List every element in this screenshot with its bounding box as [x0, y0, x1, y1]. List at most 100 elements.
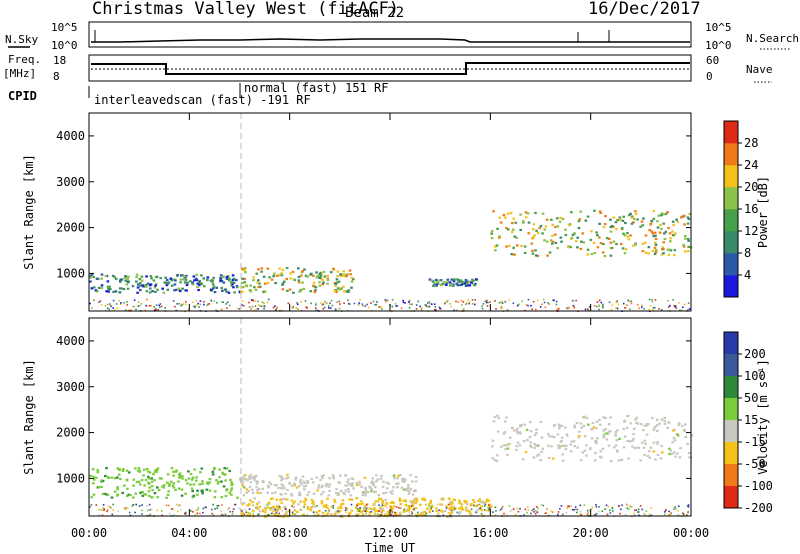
near-range-cell	[669, 304, 671, 307]
echo-cell	[288, 482, 292, 485]
near-range-cell	[390, 513, 393, 516]
near-range-cell	[380, 511, 383, 514]
echo-cell	[441, 282, 444, 286]
near-range-cell	[553, 299, 555, 302]
near-range-cell	[227, 508, 229, 511]
echo-cell	[421, 511, 425, 514]
echo-cell	[326, 506, 329, 509]
echo-cell	[530, 242, 534, 245]
near-range-cell	[683, 303, 686, 306]
echo-cell	[136, 283, 140, 286]
echo-cell	[465, 500, 468, 503]
near-range-cell	[101, 514, 104, 516]
echo-cell	[377, 513, 381, 517]
echo-cell	[212, 285, 216, 288]
echo-cell	[89, 280, 92, 283]
echo-cell	[690, 434, 694, 437]
echo-cell	[687, 239, 690, 242]
echo-cell	[419, 503, 422, 506]
echo-cell	[127, 280, 130, 283]
echo-cell	[257, 487, 261, 491]
near-range-cell	[292, 306, 295, 308]
near-range-cell	[566, 506, 569, 508]
echo-cell	[115, 494, 119, 497]
near-range-cell	[381, 504, 384, 507]
echo-cell	[455, 282, 458, 285]
near-range-cell	[89, 506, 91, 508]
near-range-cell	[677, 514, 680, 516]
echo-cell	[113, 276, 117, 279]
echo-cell	[345, 275, 348, 278]
echo-cell	[401, 478, 404, 481]
echo-cell	[163, 281, 167, 284]
echo-cell	[112, 290, 115, 293]
echo-cell	[532, 236, 535, 239]
echo-cell	[660, 418, 664, 421]
echo-cell	[125, 479, 129, 482]
near-range-cell	[133, 305, 136, 308]
echo-cell	[299, 478, 303, 482]
near-range-cell	[527, 298, 530, 301]
echo-cell	[404, 503, 408, 507]
near-range-cell	[688, 308, 691, 310]
echo-cell	[340, 515, 344, 518]
near-range-cell	[586, 513, 589, 516]
echo-cell	[570, 440, 573, 443]
near-range-cell	[266, 504, 269, 506]
echo-cell	[374, 500, 378, 503]
echo-cell	[671, 233, 675, 237]
near-range-cell	[348, 514, 350, 516]
near-range-cell	[559, 508, 561, 510]
echo-cell	[633, 447, 637, 450]
echo-cell	[674, 232, 677, 235]
echo-cell	[148, 287, 152, 290]
echo-cell	[448, 281, 452, 284]
echo-cell	[144, 478, 148, 482]
echo-cell	[174, 288, 178, 291]
near-range-cell	[495, 308, 497, 310]
echo-cell	[92, 275, 96, 279]
echo-cell	[365, 491, 368, 494]
echo-cell	[196, 493, 199, 496]
echo-cell	[320, 500, 324, 503]
echo-cell	[326, 497, 329, 500]
echo-cell	[322, 505, 326, 508]
echo-cell	[615, 438, 619, 442]
echo-cell	[143, 484, 146, 487]
echo-cell	[100, 479, 103, 482]
echo-cell	[370, 490, 373, 493]
echo-cell	[551, 457, 555, 460]
echo-cell	[300, 483, 303, 486]
near-range-cell	[132, 305, 135, 308]
echo-cell	[584, 219, 588, 222]
y-tick-label: 3000	[56, 175, 85, 189]
freq-strip: Freq. [MHz] 18 8 60 0 Nave	[3, 53, 773, 83]
echo-cell	[602, 433, 606, 436]
echo-cell	[404, 487, 408, 491]
near-range-cell	[130, 309, 132, 311]
echo-cell	[449, 284, 452, 287]
near-range-cell	[611, 507, 614, 509]
colorbar-segment	[724, 143, 738, 166]
echo-cell	[231, 278, 235, 282]
near-range-cell	[321, 304, 324, 306]
echo-cell	[165, 496, 168, 499]
echo-cell	[460, 283, 464, 286]
near-range-cell	[608, 301, 611, 304]
near-range-cell	[431, 303, 433, 305]
echo-cell	[225, 489, 228, 492]
echo-cell	[602, 429, 606, 432]
echo-cell	[540, 436, 544, 439]
echo-cell	[300, 288, 303, 291]
echo-cell	[595, 442, 598, 445]
echo-cell	[142, 468, 146, 471]
echo-cell	[156, 467, 160, 470]
echo-cell	[376, 500, 380, 503]
echo-cell	[684, 234, 687, 238]
near-range-cell	[242, 305, 245, 307]
echo-cell	[666, 426, 670, 430]
near-range-cell	[171, 508, 173, 510]
echo-cell	[310, 498, 314, 502]
echo-cell	[121, 491, 124, 495]
